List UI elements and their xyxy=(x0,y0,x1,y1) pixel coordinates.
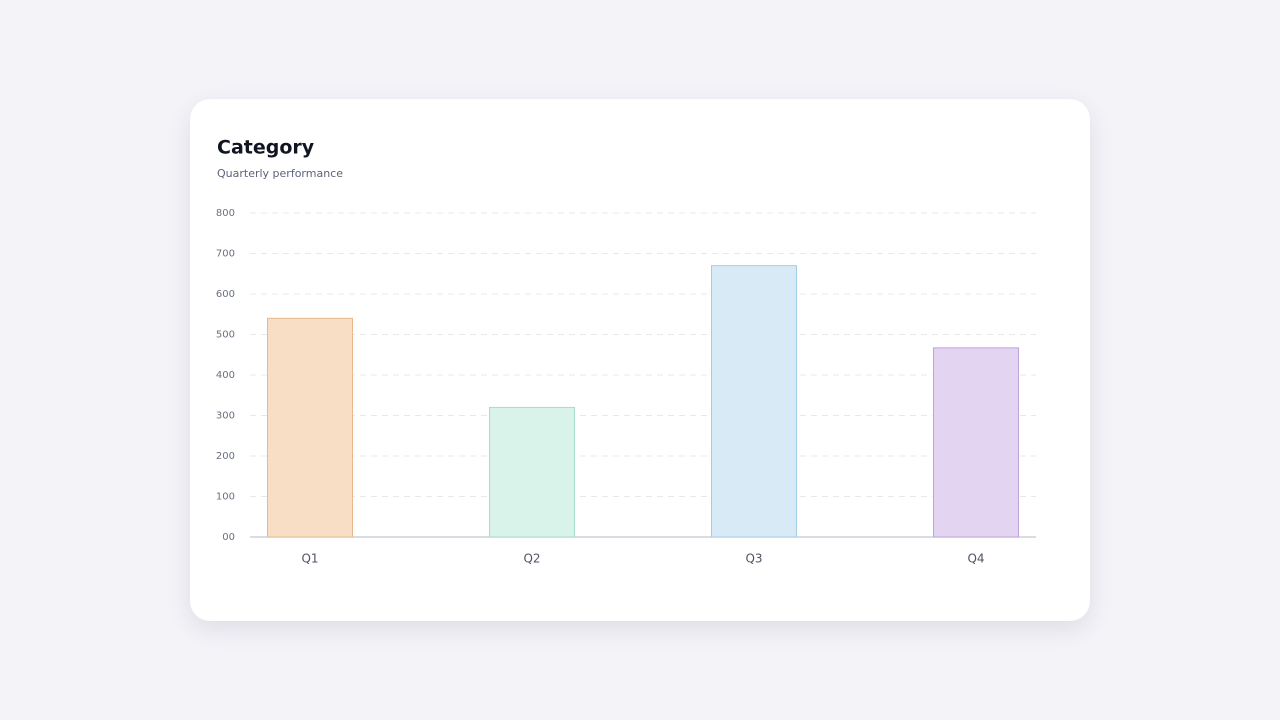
y-tick-label: 400 xyxy=(216,370,235,381)
y-tick-label: 500 xyxy=(216,330,235,341)
y-tick-label: 300 xyxy=(216,411,235,422)
chart-subtitle: Quarterly performance xyxy=(217,167,343,180)
x-tick-label: Q2 xyxy=(523,552,540,566)
y-tick-label: 200 xyxy=(216,451,235,462)
x-tick-label: Q3 xyxy=(745,552,762,566)
bar xyxy=(711,265,797,538)
y-tick-label: 100 xyxy=(216,492,235,503)
y-tick-label: 600 xyxy=(216,289,235,300)
y-tick-label: 800 xyxy=(216,208,235,219)
bar xyxy=(933,347,1019,538)
y-tick-label: 00 xyxy=(222,532,235,543)
x-tick-label: Q1 xyxy=(301,552,318,566)
chart-title: Category xyxy=(217,137,315,159)
y-tick-label: 700 xyxy=(216,249,235,260)
x-tick-label: Q4 xyxy=(967,552,984,566)
bar xyxy=(267,317,353,538)
bar xyxy=(489,406,575,538)
